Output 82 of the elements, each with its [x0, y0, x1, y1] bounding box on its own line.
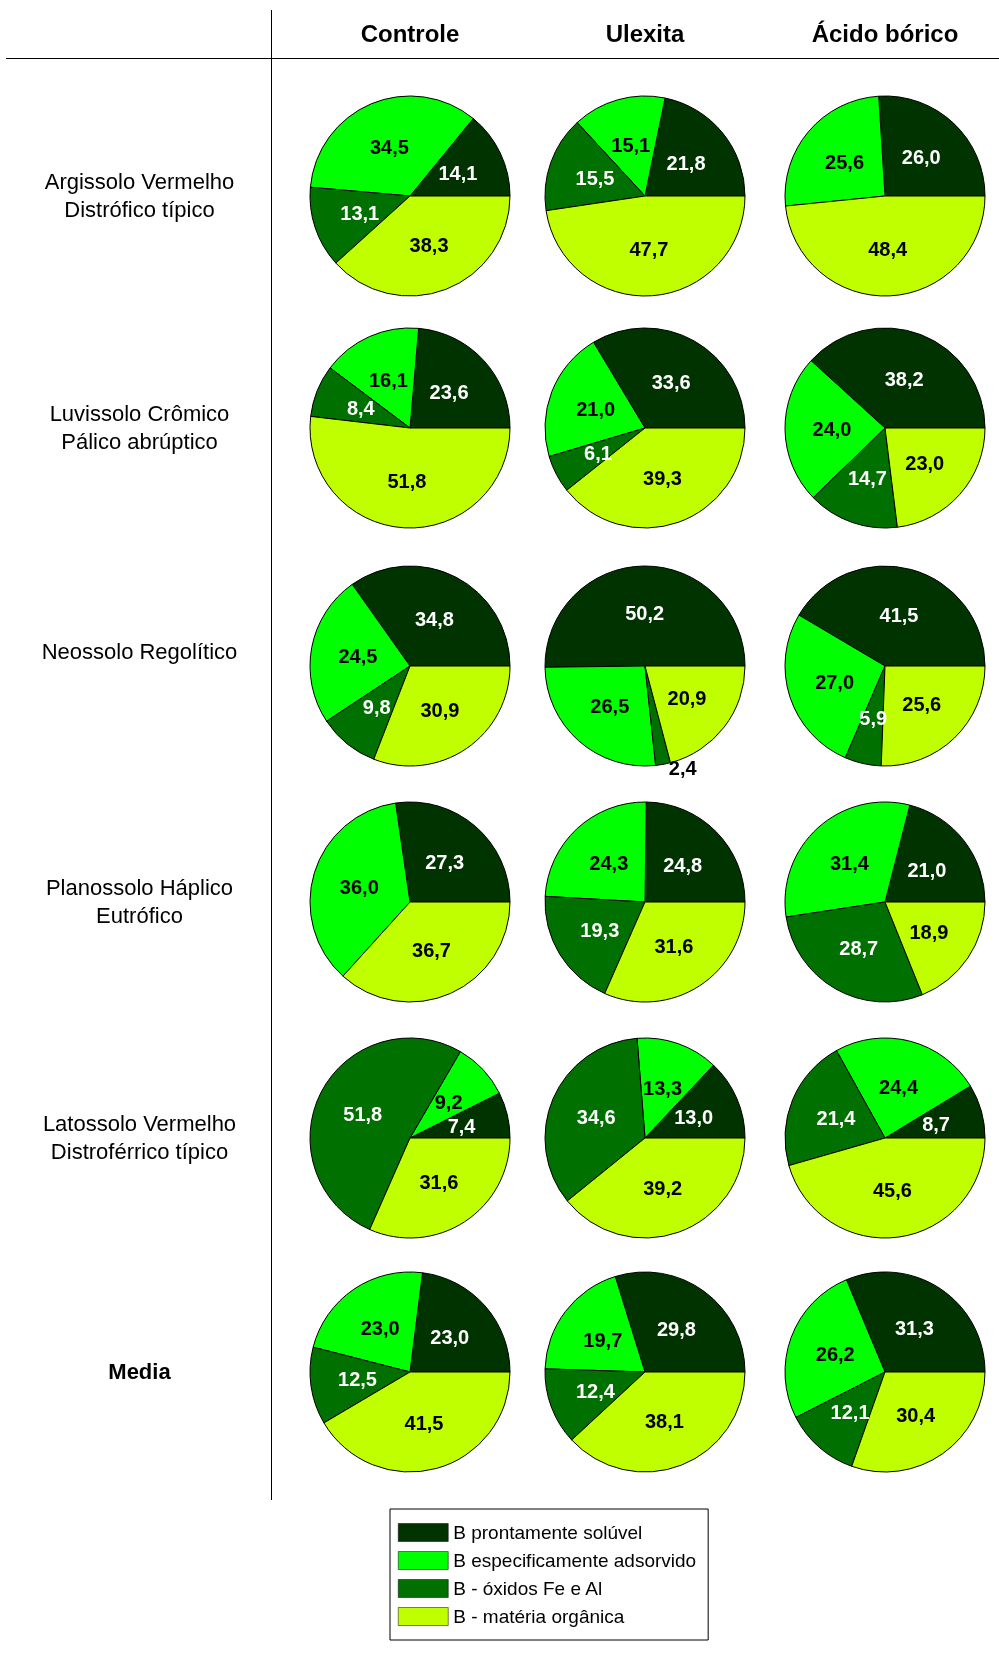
chart-title: Controle	[359, 20, 461, 48]
data-label: 48,4	[868, 237, 908, 260]
data-label: 23,6	[429, 381, 469, 404]
data-label: 34,8	[414, 607, 454, 630]
data-label: 29,8	[656, 1318, 696, 1341]
text: Neossolo Regolítico	[40, 638, 239, 666]
data-label: 19,3	[580, 918, 620, 941]
data-label: 18,9	[909, 920, 949, 943]
data-label: 13,3	[643, 1076, 683, 1099]
data-label: 31,6	[654, 935, 694, 958]
data-label: 12,1	[830, 1400, 870, 1423]
data-label: 20,9	[667, 687, 707, 710]
data-label: 12,5	[338, 1368, 377, 1391]
text: Argissolo Vermelho Distrófico típico	[43, 168, 236, 224]
data-label: 19,7	[583, 1328, 623, 1351]
data-label: 24,5	[338, 645, 378, 668]
data-label: 39,3	[643, 467, 682, 490]
data-label: 26,2	[815, 1342, 855, 1365]
data-label: 31,3	[894, 1316, 934, 1339]
data-label: 33,6	[651, 370, 691, 393]
data-label: 14,1	[438, 162, 478, 185]
chart-title: Ácido bórico	[810, 20, 960, 48]
data-label: 23,0	[905, 452, 945, 475]
data-label: 26,5	[590, 694, 630, 717]
data-label: 45,6	[872, 1179, 912, 1202]
data-label: 38,3	[409, 234, 449, 257]
data-label: 7,4	[447, 1114, 477, 1137]
data-label: 8,4	[346, 397, 376, 420]
data-label: 2,4	[668, 757, 698, 780]
data-label: 24,4	[879, 1075, 919, 1098]
data-label: 6,1	[584, 441, 612, 464]
data-label: 12,4	[575, 1379, 616, 1402]
text: Latossolo Vermelho Distroférrico típico	[41, 1110, 238, 1166]
data-label: 27,0	[815, 671, 855, 694]
data-label: 14,7	[847, 467, 887, 489]
data-label: 41,5	[404, 1412, 444, 1435]
data-label: 31,6	[419, 1171, 459, 1194]
data-label: 8,7	[922, 1112, 950, 1135]
data-label: 21,8	[666, 151, 706, 174]
data-label: 9,8	[362, 696, 391, 719]
data-label: 15,5	[575, 167, 615, 190]
data-label: 23,0	[430, 1325, 470, 1348]
data-label: 24,0	[812, 417, 852, 440]
data-label: 21,0	[907, 858, 947, 881]
legend-label: B - óxidos Fe e Al	[453, 1578, 603, 1599]
data-label: 24,8	[663, 853, 703, 876]
data-label: 36,7	[412, 939, 451, 962]
data-label: 51,8	[343, 1102, 383, 1125]
data-label: 31,4	[829, 851, 870, 874]
data-label: 25,6	[902, 693, 942, 716]
data-label: 27,3	[425, 850, 465, 873]
data-label: 28,7	[839, 937, 879, 960]
data-label: 15,1	[611, 133, 651, 156]
data-label: 39,2	[643, 1176, 683, 1199]
data-label: 41,5	[879, 603, 919, 626]
data-label: 23,0	[360, 1317, 400, 1340]
data-label: 16,1	[368, 368, 408, 391]
data-label: 24,3	[589, 852, 629, 875]
data-label: 47,7	[629, 237, 669, 260]
data-label: 13,0	[674, 1105, 714, 1128]
legend-label: B - matéria orgânica	[453, 1606, 625, 1627]
data-label: 51,8	[387, 469, 427, 492]
text: Planossolo Háplico Eutrófico	[44, 874, 235, 930]
data-label: 38,2	[884, 367, 924, 390]
data-label: 13,1	[340, 201, 380, 224]
data-label: 38,1	[644, 1410, 684, 1433]
data-label: 9,2	[434, 1090, 463, 1113]
data-label: 30,9	[420, 698, 460, 721]
text: Media	[107, 1358, 172, 1386]
legend-label: B especificamente adsorvido	[453, 1550, 697, 1571]
data-label: 21,0	[576, 397, 616, 420]
chart-title: Ulexita	[604, 20, 686, 48]
data-label: 21,4	[816, 1106, 857, 1129]
legend-label: B prontamente solúvel	[453, 1522, 643, 1543]
data-label: 30,4	[896, 1404, 936, 1427]
data-label: 34,5	[369, 136, 409, 159]
data-label: 34,6	[576, 1106, 616, 1129]
text: Luvissolo Crômico Pálico abrúptico	[48, 400, 231, 456]
data-label: 50,2	[625, 602, 665, 624]
data-label: 25,6	[825, 150, 865, 173]
data-label: 26,0	[901, 146, 941, 169]
data-label: 36,0	[339, 875, 379, 898]
